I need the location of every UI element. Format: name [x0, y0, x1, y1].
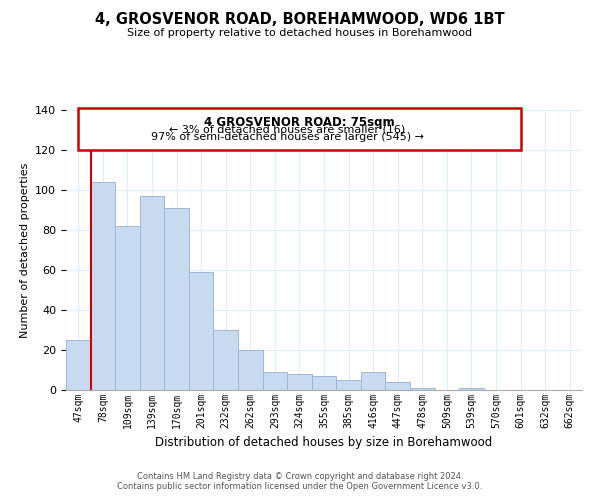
Text: Contains HM Land Registry data © Crown copyright and database right 2024.: Contains HM Land Registry data © Crown c… — [137, 472, 463, 481]
Text: ← 3% of detached houses are smaller (16): ← 3% of detached houses are smaller (16) — [169, 124, 405, 134]
Bar — [459, 388, 484, 390]
Bar — [115, 226, 140, 390]
Text: 4, GROSVENOR ROAD, BOREHAMWOOD, WD6 1BT: 4, GROSVENOR ROAD, BOREHAMWOOD, WD6 1BT — [95, 12, 505, 28]
X-axis label: Distribution of detached houses by size in Borehamwood: Distribution of detached houses by size … — [155, 436, 493, 450]
Bar — [336, 380, 361, 390]
Bar — [410, 388, 434, 390]
Bar — [66, 340, 91, 390]
Text: Size of property relative to detached houses in Borehamwood: Size of property relative to detached ho… — [127, 28, 473, 38]
Bar — [312, 376, 336, 390]
Bar — [361, 372, 385, 390]
Bar — [78, 108, 521, 150]
Bar — [189, 272, 214, 390]
Bar — [263, 372, 287, 390]
Bar — [164, 208, 189, 390]
Bar — [140, 196, 164, 390]
Bar — [91, 182, 115, 390]
Bar — [287, 374, 312, 390]
Text: 97% of semi-detached houses are larger (545) →: 97% of semi-detached houses are larger (… — [151, 132, 424, 142]
Y-axis label: Number of detached properties: Number of detached properties — [20, 162, 29, 338]
Bar — [238, 350, 263, 390]
Bar — [385, 382, 410, 390]
Text: 4 GROSVENOR ROAD: 75sqm: 4 GROSVENOR ROAD: 75sqm — [204, 116, 395, 129]
Bar — [214, 330, 238, 390]
Text: Contains public sector information licensed under the Open Government Licence v3: Contains public sector information licen… — [118, 482, 482, 491]
